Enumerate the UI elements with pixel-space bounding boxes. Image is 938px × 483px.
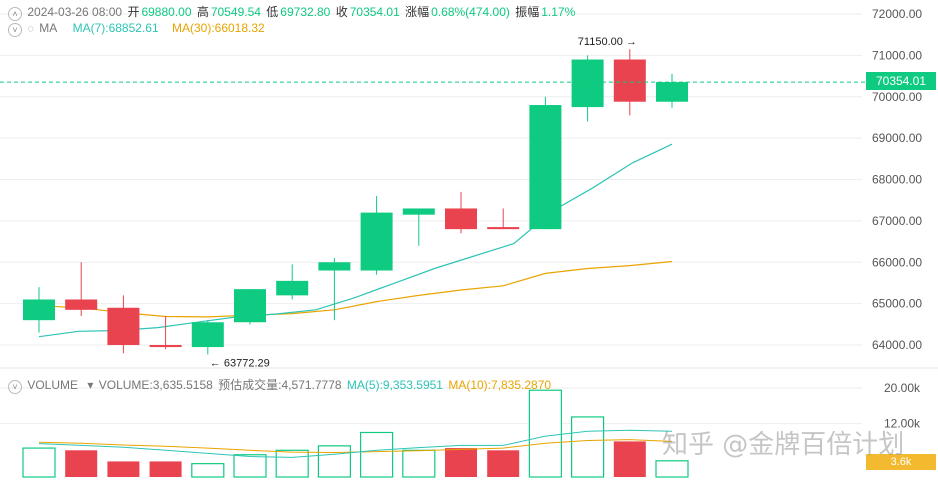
vol-ma10-legend: MA(10):7,835.2870 <box>448 378 552 392</box>
volume-bar <box>402 449 436 478</box>
volume-bar <box>655 460 689 478</box>
candle-body <box>276 280 309 296</box>
ma-legend: ˅ ◌ MA MA(7):68852.61 MA(30):66018.32 <box>8 21 267 37</box>
volume-bar <box>613 441 646 477</box>
volume-bar <box>149 461 182 477</box>
volume-bar <box>107 461 140 477</box>
candle-body <box>318 262 351 271</box>
visibility-icon[interactable]: ◌ <box>27 23 34 35</box>
low-value: 69732.80 <box>280 5 331 19</box>
candle-body <box>65 299 98 310</box>
volume-label: VOLUME <box>27 378 79 392</box>
collapse-icon[interactable]: ˅ <box>8 380 22 394</box>
volume-bar <box>275 449 309 478</box>
volume-bar <box>487 450 520 477</box>
ma30-legend: MA(30):66018.32 <box>171 21 265 35</box>
candle-body <box>402 208 435 215</box>
ma7-line <box>38 143 673 338</box>
high-annotation: 71150.00 → <box>578 36 637 48</box>
open-value: 69880.00 <box>141 5 192 19</box>
volume-bar <box>191 463 225 478</box>
volume-tick-label: 12.00k <box>884 417 921 431</box>
volume-bar <box>360 431 394 478</box>
collapse-icon[interactable]: ˄ <box>8 7 22 21</box>
change-label: 涨幅 <box>405 5 430 19</box>
close-value: 70354.01 <box>349 5 400 19</box>
volume-bar <box>445 448 477 477</box>
ma30-line <box>38 260 673 318</box>
ma-label: MA <box>39 21 58 35</box>
volume-bar <box>65 450 98 477</box>
candle-body <box>571 59 604 108</box>
price-tick-label: 66000.00 <box>872 255 922 269</box>
price-tick-label: 69000.00 <box>872 131 922 145</box>
volume-bar <box>528 389 563 478</box>
volume-bar <box>317 445 351 478</box>
ohlc-header: ˄ 2024-03-26 08:00 开 69880.00 高 70549.54 低… <box>8 3 577 21</box>
collapse-icon[interactable]: ˅ <box>8 23 22 37</box>
candle-date: 2024-03-26 08:00 <box>27 5 123 19</box>
current-price-badge: 70354.01 <box>866 72 936 90</box>
volume-legend: ˅ VOLUME ▾ VOLUME:3,635.5158 预估成交量:4,571… <box>8 376 553 394</box>
candle-body <box>529 105 562 230</box>
candle-body <box>656 82 688 102</box>
candle-body <box>487 227 520 230</box>
price-tick-label: 65000.00 <box>872 297 922 311</box>
candle-body <box>191 322 224 348</box>
price-tick-label: 68000.00 <box>872 173 922 187</box>
candle-body <box>149 345 182 348</box>
low-annotation: ← 63772.29 <box>210 357 270 369</box>
candle-body <box>234 289 266 323</box>
price-tick-label: 64000.00 <box>872 338 922 352</box>
candle-body <box>613 59 646 102</box>
volume-tick-label: 20.00k <box>884 381 921 395</box>
forecast-volume: 预估成交量:4,571.7778 <box>218 378 342 392</box>
amplitude-value: 1.17% <box>541 5 576 19</box>
candle-body <box>23 299 55 321</box>
vol-ma5-line <box>38 429 673 458</box>
watermark: 知乎 @金牌百倍计划 <box>662 430 905 460</box>
high-value: 70549.54 <box>210 5 261 19</box>
candle-body <box>445 208 477 230</box>
vol-ma5-legend: MA(5):9,353.5951 <box>346 378 443 392</box>
price-tick-label: 72000.00 <box>872 7 922 21</box>
high-label: 高 <box>196 5 209 19</box>
candle-body <box>107 307 140 345</box>
open-label: 开 <box>127 5 140 19</box>
volume-bar <box>22 447 56 478</box>
ma7-legend: MA(7):68852.61 <box>72 21 159 35</box>
volume-bar <box>570 416 605 478</box>
price-tick-label: 70000.00 <box>872 90 922 104</box>
close-label: 收 <box>335 5 348 19</box>
amplitude-label: 振幅 <box>515 5 540 19</box>
change-value: 0.68%(474.00) <box>431 5 510 19</box>
volume-value: VOLUME:3,635.5158 <box>98 378 213 392</box>
low-label: 低 <box>266 5 279 19</box>
volume-bar <box>233 454 267 478</box>
current-volume-badge: 3.6k <box>866 454 936 470</box>
candle-body <box>360 212 393 271</box>
price-tick-label: 67000.00 <box>872 214 922 228</box>
price-tick-label: 71000.00 <box>872 48 922 62</box>
volume-dropdown-icon[interactable]: ▾ <box>87 378 94 392</box>
